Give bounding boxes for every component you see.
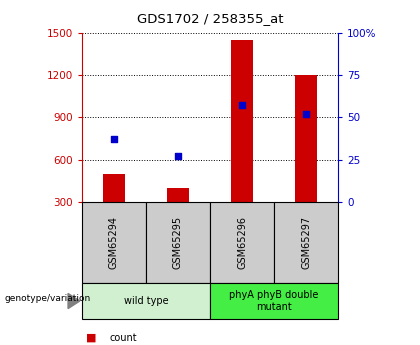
Text: phyA phyB double
mutant: phyA phyB double mutant (229, 290, 319, 312)
Text: count: count (109, 333, 137, 343)
Bar (103, 174, 125, 244)
Point (110, 137, 117, 142)
Point (239, 103, 245, 108)
Text: GSM65296: GSM65296 (237, 216, 247, 269)
Text: GSM65297: GSM65297 (301, 216, 311, 269)
Text: GSM65295: GSM65295 (173, 216, 183, 269)
Text: wild type: wild type (123, 296, 168, 306)
Text: GSM65294: GSM65294 (109, 216, 119, 269)
Bar (295, 75, 317, 244)
Text: genotype/variation: genotype/variation (4, 294, 90, 303)
Bar (231, 40, 253, 244)
Text: ■: ■ (86, 333, 97, 343)
Point (175, 154, 181, 159)
Text: GDS1702 / 258355_at: GDS1702 / 258355_at (137, 12, 283, 25)
Bar (167, 188, 189, 244)
Point (303, 111, 310, 117)
